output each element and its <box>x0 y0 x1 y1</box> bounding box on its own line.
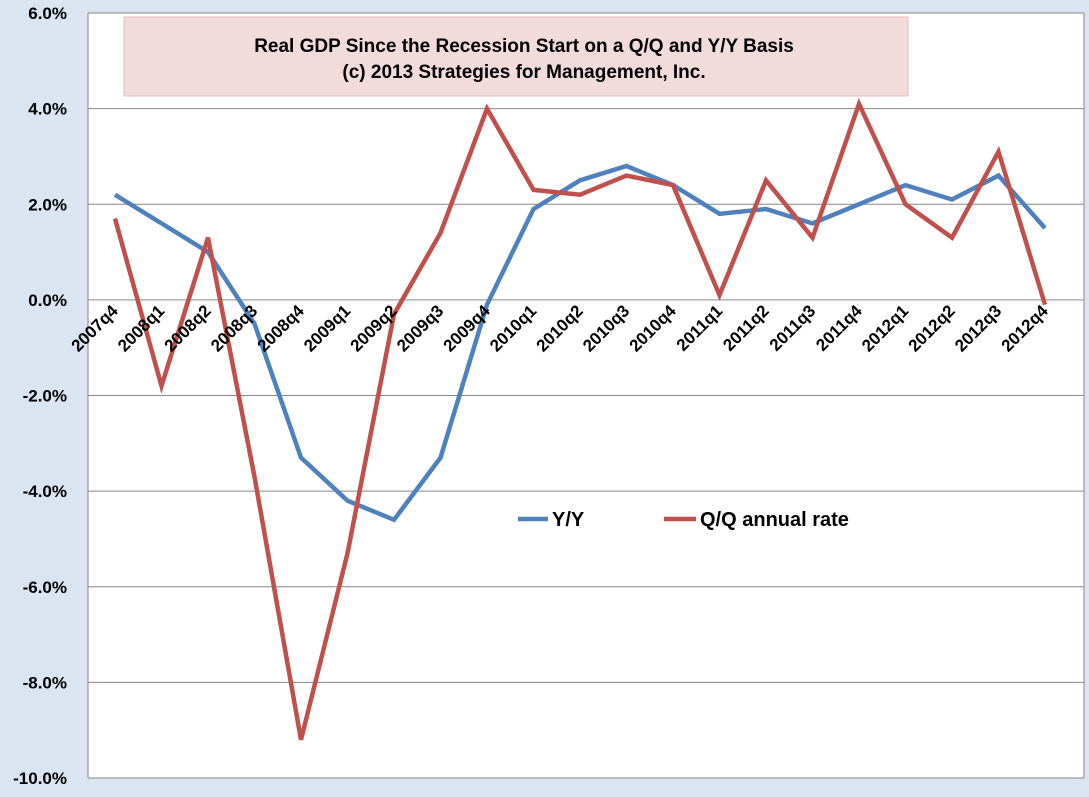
series-lines <box>112 97 1048 741</box>
legend-label-yy: Y/Y <box>552 509 585 531</box>
chart-subtitle: (c) 2013 Strategies for Management, Inc. <box>342 62 705 83</box>
gridlines <box>87 12 1085 779</box>
legend: Y/Y Q/Q annual rate <box>518 509 849 531</box>
y-tick-label: -6.0% <box>23 578 67 597</box>
y-tick-label: -4.0% <box>23 482 67 501</box>
y-tick-label: 0.0% <box>28 291 67 310</box>
y-tick-label: 4.0% <box>28 100 67 119</box>
y-tick-label: 6.0% <box>28 4 67 23</box>
y-tick-label: -2.0% <box>23 387 67 406</box>
y-tick-label: -10.0% <box>13 769 67 788</box>
series-line-qq <box>112 97 1048 741</box>
title-background <box>123 16 909 97</box>
y-axis-tick-labels: 6.0% 4.0% 2.0% 0.0% -2.0% -4.0% -6.0% -8.0% -10.… <box>13 4 67 788</box>
y-tick-label: -8.0% <box>23 673 67 692</box>
y-tick-label: 2.0% <box>28 195 67 214</box>
legend-label-qq: Q/Q annual rate <box>700 509 849 531</box>
series-line-yy <box>113 163 1047 523</box>
chart-title-box: Real GDP Since the Recession Start on a … <box>123 16 909 97</box>
chart-title: Real GDP Since the Recession Start on a … <box>254 36 794 57</box>
